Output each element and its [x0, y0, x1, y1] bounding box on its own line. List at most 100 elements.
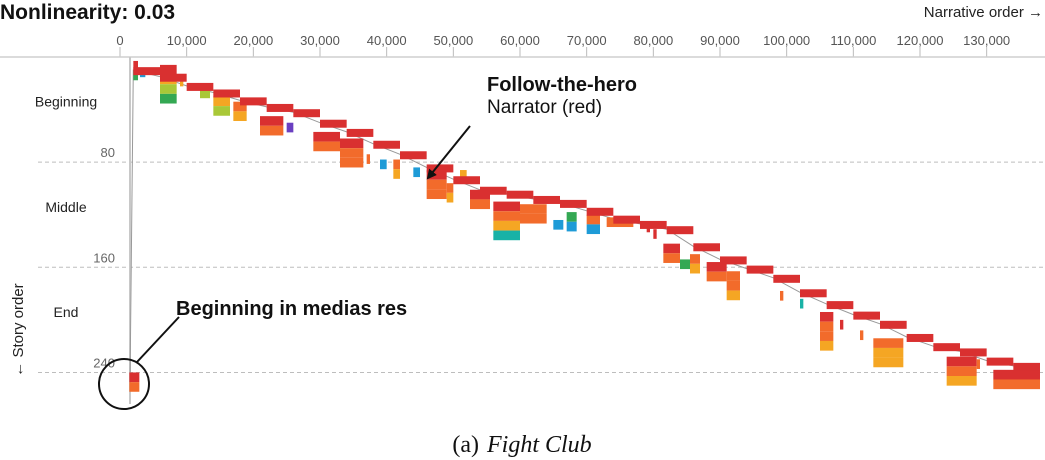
scene-block: [820, 311, 834, 322]
medias-res-circle: [98, 358, 150, 410]
narrator-segment: [213, 89, 240, 98]
scene-block: [340, 138, 364, 149]
scene-block: [393, 169, 400, 179]
scene-block: [566, 212, 577, 222]
x-tick-label: 20,000: [233, 33, 273, 48]
scene-block: [213, 106, 230, 116]
x-tick-label: 30,000: [300, 33, 340, 48]
scene-block: [726, 271, 740, 281]
narrator-segment: [960, 348, 987, 357]
scene-block: [820, 340, 834, 351]
scene-block: [470, 199, 490, 210]
scene-block: [133, 60, 138, 71]
chart-title: Nonlinearity: 0.03: [0, 1, 175, 24]
scene-block: [653, 229, 657, 239]
narrator-segment: [640, 220, 667, 229]
section-label: End: [54, 304, 79, 320]
scene-blocks: [129, 60, 1040, 392]
scene-block: [820, 331, 834, 341]
scene-block: [493, 230, 520, 241]
scene-block: [946, 356, 977, 367]
x-axis-label: Narrative order →: [924, 4, 1043, 21]
section-label: Beginning: [35, 94, 97, 110]
scene-block: [460, 170, 467, 180]
scene-block: [260, 116, 284, 126]
scene-block: [446, 192, 454, 203]
y-tick-label: 160: [93, 250, 115, 265]
scene-block: [706, 262, 727, 272]
scene-block: [160, 84, 177, 94]
caption-film: Fight Club: [486, 432, 592, 458]
scene-block: [520, 213, 547, 224]
section-label: Middle: [45, 199, 86, 215]
scene-block: [313, 141, 340, 152]
x-tick-label: 70,000: [567, 33, 607, 48]
caption-prefix: (a): [452, 432, 479, 458]
narrator-segment: [480, 186, 507, 195]
scene-block: [976, 359, 980, 369]
narrator-segment: [453, 176, 480, 185]
scene-block: [566, 221, 577, 232]
narrator-segment: [426, 164, 454, 173]
narrator-segment: [560, 199, 587, 208]
narrator-segment: [880, 320, 907, 329]
narrator-segment: [986, 357, 1014, 366]
scene-block: [873, 338, 904, 348]
scene-block: [340, 148, 364, 158]
x-tick-label: 110,000: [830, 33, 876, 48]
scene-block: [129, 372, 140, 383]
hero-arrow: [426, 125, 471, 180]
narrator-segment: [373, 140, 400, 149]
scene-block: [690, 263, 700, 274]
scene-block: [340, 157, 364, 168]
scene-block: [286, 122, 294, 133]
scene-block: [160, 93, 177, 104]
narrator-segment: [906, 333, 934, 342]
scene-block: [946, 366, 977, 377]
scene-block: [726, 280, 740, 291]
x-tick-label: 130,000: [963, 33, 1010, 48]
scene-block: [393, 159, 400, 170]
scene-block: [680, 259, 690, 270]
x-tick-label: 40,000: [367, 33, 407, 48]
narrator-segment: [746, 265, 774, 274]
scene-block: [380, 159, 387, 170]
scene-block: [200, 88, 210, 99]
scene-block: [993, 379, 1040, 390]
narrator-segment: [133, 67, 160, 76]
narrator-segment: [240, 97, 267, 106]
narrator-segment: [400, 151, 427, 160]
scene-block: [946, 376, 977, 386]
narrator-segment: [293, 109, 320, 118]
x-tick-label: 120,000: [897, 33, 944, 48]
narrator-segment: [933, 343, 960, 352]
scene-block: [780, 290, 784, 301]
scene-block: [313, 131, 340, 142]
scene-block: [213, 96, 230, 107]
narrator-segment: [613, 215, 640, 224]
narrator-segment: [853, 311, 880, 320]
narrator-segment: [506, 190, 534, 199]
scene-block: [706, 271, 727, 282]
scene-block: [233, 101, 247, 112]
narrator-segment: [533, 195, 560, 204]
narrator-segment: [266, 103, 294, 112]
scene-block: [663, 253, 680, 263]
scene-block: [366, 154, 370, 164]
scene-block: [993, 369, 1040, 380]
scene-block: [493, 201, 520, 212]
medias-res-leader: [136, 316, 180, 363]
narrator-segment: [800, 289, 827, 298]
x-tick-label: 50,000: [433, 33, 473, 48]
x-tick-label: 90,000: [700, 33, 740, 48]
narrator-segment: [826, 301, 854, 310]
x-tick-label: 0: [116, 33, 123, 48]
scene-block: [520, 204, 547, 214]
narrator-segment: [346, 128, 374, 137]
hero-annotation-subtitle: Narrator (red): [487, 97, 602, 118]
figure-caption: (a) Fight Club: [452, 432, 591, 458]
scene-block: [133, 70, 138, 81]
scene-block: [840, 319, 844, 330]
x-tick-label: 100,000: [763, 33, 810, 48]
x-tick-label: 60,000: [500, 33, 540, 48]
